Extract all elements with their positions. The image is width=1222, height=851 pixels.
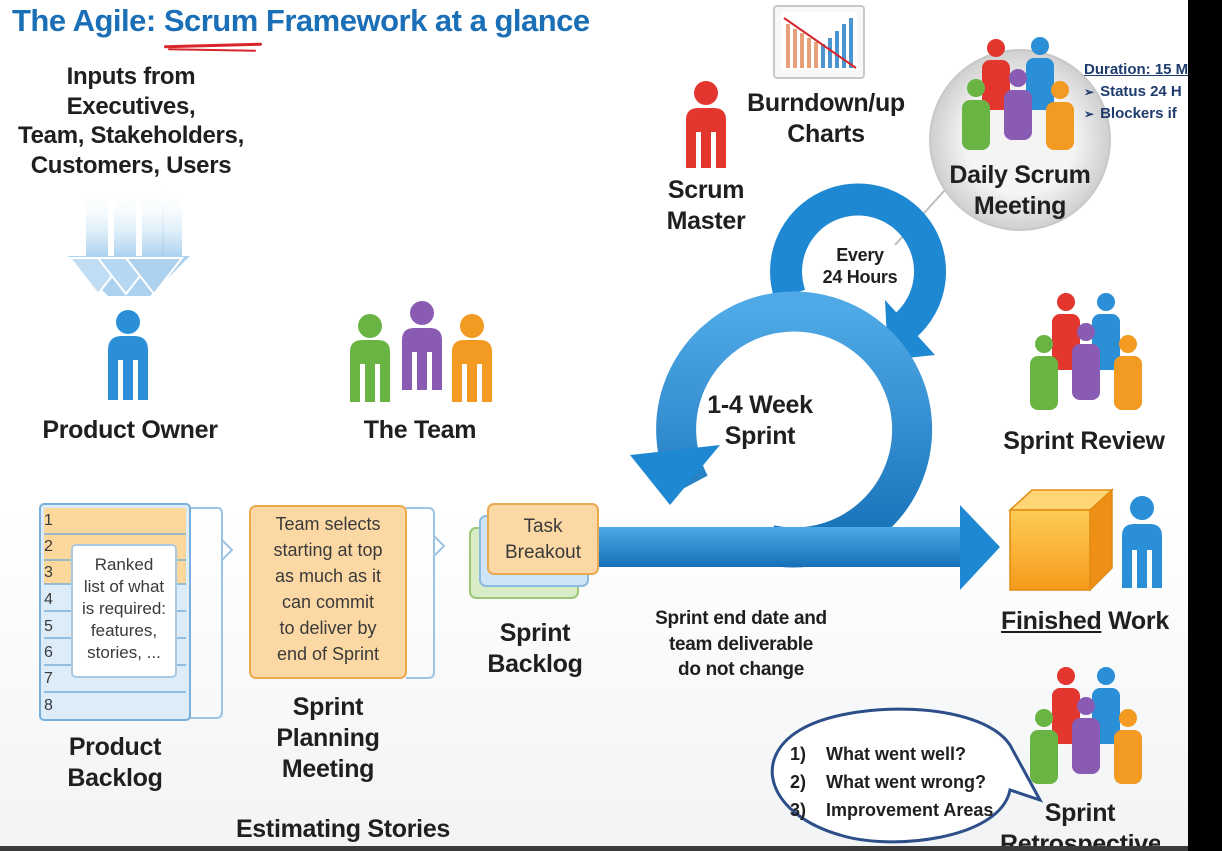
the-team-label: The Team [363, 416, 477, 444]
product-owner-icon [108, 310, 148, 400]
retrospective-speech-bubble [770, 707, 1044, 844]
retro-item: 1) What went well? [790, 744, 967, 764]
product-backlog-card-text: Ranked list of what is required: features, s… [81, 555, 167, 663]
title-highlight: Scrum [163, 3, 258, 38]
scrum-master-label: Scrum Master [666, 176, 746, 235]
finished-work-label: Finished Work [1001, 607, 1169, 635]
sprint-retrospective-label: Sprint Retrospective [1000, 799, 1160, 846]
team-icon [350, 301, 492, 402]
sprint-retrospective-icon [1030, 667, 1142, 784]
task-breakout-text: Task Breakout [504, 516, 582, 563]
burndown-chart-icon [773, 5, 865, 79]
scrum-master-icon [686, 81, 726, 168]
burndown-charts-label: Burndown/up Charts [747, 89, 905, 148]
sprint-loop-arrow [590, 291, 1000, 590]
sprint-planning-card-text: Team selects starting at top as much as it… [273, 514, 383, 664]
video-progress-strip [0, 846, 1188, 851]
product-owner-label: Product Owner [42, 416, 218, 444]
sprint-review-icon [1030, 293, 1142, 410]
every-24-hours-label: Every 24 Hours [822, 245, 898, 288]
inputs-arrows [67, 190, 190, 296]
sprint-duration-label: 1-4 Week Sprint [707, 391, 813, 450]
sprint-backlog-label: Sprint Backlog [487, 619, 583, 678]
sprint-planning-label: Sprint Planning Meeting [276, 693, 380, 783]
inputs-text: Inputs from Executives, Team, Stakeholde… [18, 63, 244, 179]
sprint-backlog-cards [469, 503, 599, 599]
finished-work-icon [1008, 488, 1162, 592]
estimating-stories-label: Estimating Stories [235, 815, 451, 843]
retro-item: 3) Improvement Areas [790, 800, 994, 820]
daily-scrum-circle [894, 37, 1111, 246]
retrospective-list: 1) What went well? 2) What went wrong? 3) I… [790, 744, 1020, 828]
product-backlog-label: Product Backlog [67, 733, 163, 792]
sprint-note: Sprint end date and team deliverable do no… [655, 608, 827, 681]
right-black-bar [1188, 0, 1222, 851]
sprint-planning-card [249, 505, 446, 679]
daily-scrum-label: Daily Scrum Meeting [949, 161, 1091, 220]
retro-item: 2) What went wrong? [790, 772, 986, 792]
page-title: The Agile: Scrum Framework at a glance [12, 3, 590, 38]
product-backlog-list [39, 503, 234, 721]
sprint-review-label: Sprint Review [1003, 427, 1165, 455]
duration-note: Duration: 15 M Status 24 H Blockers if [1084, 61, 1188, 122]
